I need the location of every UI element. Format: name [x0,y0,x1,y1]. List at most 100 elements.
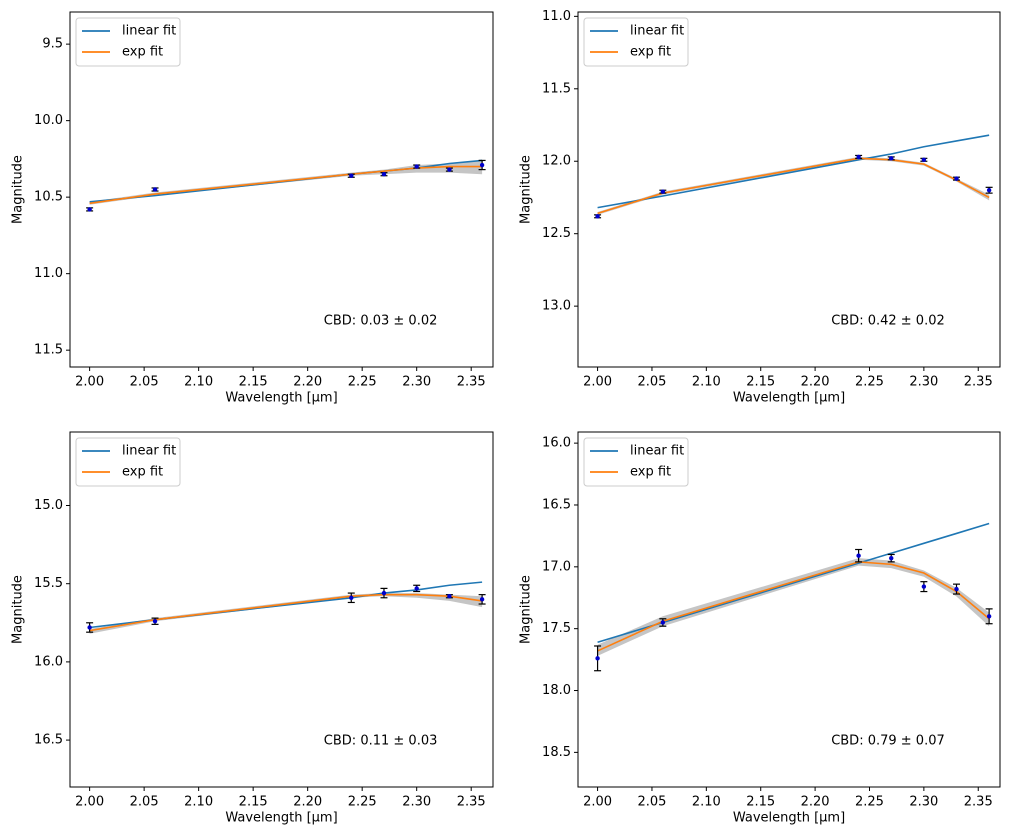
data-point [660,620,666,625]
y-tick-label: 10.5 [34,190,63,205]
y-tick-label: 17.5 [542,621,571,636]
y-tick-label: 11.5 [34,343,63,358]
plot-area [594,134,993,219]
data-point [856,553,861,558]
x-tick-label: 2.05 [130,375,159,390]
legend-label: exp fit [122,465,163,480]
data-point [889,156,894,161]
x-tick-label: 2.15 [746,795,775,810]
confidence-band [597,558,990,656]
legend-label: exp fit [122,45,163,60]
data-point [381,590,387,596]
x-tick-label: 2.35 [964,795,993,810]
x-tick-label: 2.35 [457,375,486,390]
x-tick-label: 2.00 [75,375,104,390]
y-tick-label: 18.0 [542,683,571,698]
y-tick-label: 12.5 [542,226,571,241]
data-point [414,586,419,591]
x-tick-label: 2.15 [239,375,268,390]
data-point [954,586,959,592]
legend-box [583,17,689,67]
data-point [954,176,959,181]
axes-frame [69,11,494,368]
y-tick-label: 16.0 [34,654,63,669]
y-tick-label: 16.0 [542,436,571,451]
x-tick-label: 2.05 [637,375,666,390]
legend-label: linear fit [630,444,684,459]
plot-area [86,581,486,634]
x-tick-label: 2.05 [637,795,666,810]
axes-frame [577,11,1001,368]
fit-line [597,157,990,215]
x-axis-label: Wavelength [μm] [225,391,337,406]
x-tick-label: 2.10 [692,375,721,390]
data-point [152,619,158,624]
y-axis-label: Magnitude [519,575,534,644]
data-point [660,189,666,194]
legend-box [583,437,689,487]
x-tick-label: 2.00 [583,375,612,390]
fit-line [89,593,483,632]
data-point [87,207,92,212]
x-tick-label: 2.10 [184,795,213,810]
y-tick-label: 18.5 [542,745,571,760]
data-point [447,594,452,599]
x-tick-label: 2.00 [75,795,104,810]
x-tick-label: 2.30 [909,375,938,390]
legend-label: linear fit [630,24,684,39]
data-point [595,656,600,661]
data-point [349,173,354,178]
y-tick-label: 16.5 [34,733,63,748]
x-tick-label: 2.10 [692,795,721,810]
data-point [889,555,894,561]
x-axis-label: Wavelength [μm] [733,811,845,826]
y-tick-label: 13.0 [542,299,571,314]
x-tick-label: 2.25 [348,375,377,390]
x-tick-label: 2.20 [293,375,322,390]
y-tick-label: 11.0 [542,9,571,24]
y-axis-label: Magnitude [519,155,534,224]
data-point [856,154,861,160]
x-tick-label: 2.25 [348,795,377,810]
data-point [479,597,485,602]
data-point [381,171,387,177]
y-tick-label: 11.0 [34,266,63,281]
x-tick-label: 2.20 [801,375,830,390]
y-tick-label: 9.5 [42,37,63,52]
data-point [986,614,992,619]
y-tick-label: 16.5 [542,497,571,512]
x-tick-label: 2.35 [964,375,993,390]
x-tick-label: 2.05 [130,795,159,810]
fit-line [89,165,483,205]
axes-frame [69,431,494,788]
x-tick-label: 2.30 [402,375,431,390]
y-tick-label: 15.0 [34,498,63,513]
x-tick-label: 2.25 [855,795,884,810]
plot-area [86,159,486,212]
x-axis-label: Wavelength [μm] [733,391,845,406]
y-tick-label: 11.5 [542,81,571,96]
data-point [921,584,927,589]
x-tick-label: 2.10 [184,375,213,390]
annotation: CBD: 0.03 ± 0.02 [324,313,438,328]
confidence-band [89,593,483,634]
data-point [921,157,927,162]
legend-label: exp fit [630,45,671,60]
y-tick-label: 10.0 [34,113,63,128]
x-tick-label: 2.00 [583,795,612,810]
data-point [986,188,992,193]
data-point [87,625,92,630]
y-tick-label: 12.0 [542,154,571,169]
data-point [595,214,600,219]
confidence-band [597,156,990,215]
axes-frame [577,431,1001,788]
y-tick-label: 15.5 [34,576,63,591]
legend-box [75,437,181,487]
data-point [414,164,419,169]
x-tick-label: 2.35 [457,795,486,810]
x-tick-label: 2.25 [855,375,884,390]
x-tick-label: 2.20 [801,795,830,810]
fit-line [597,134,990,209]
x-axis-label: Wavelength [μm] [225,811,337,826]
